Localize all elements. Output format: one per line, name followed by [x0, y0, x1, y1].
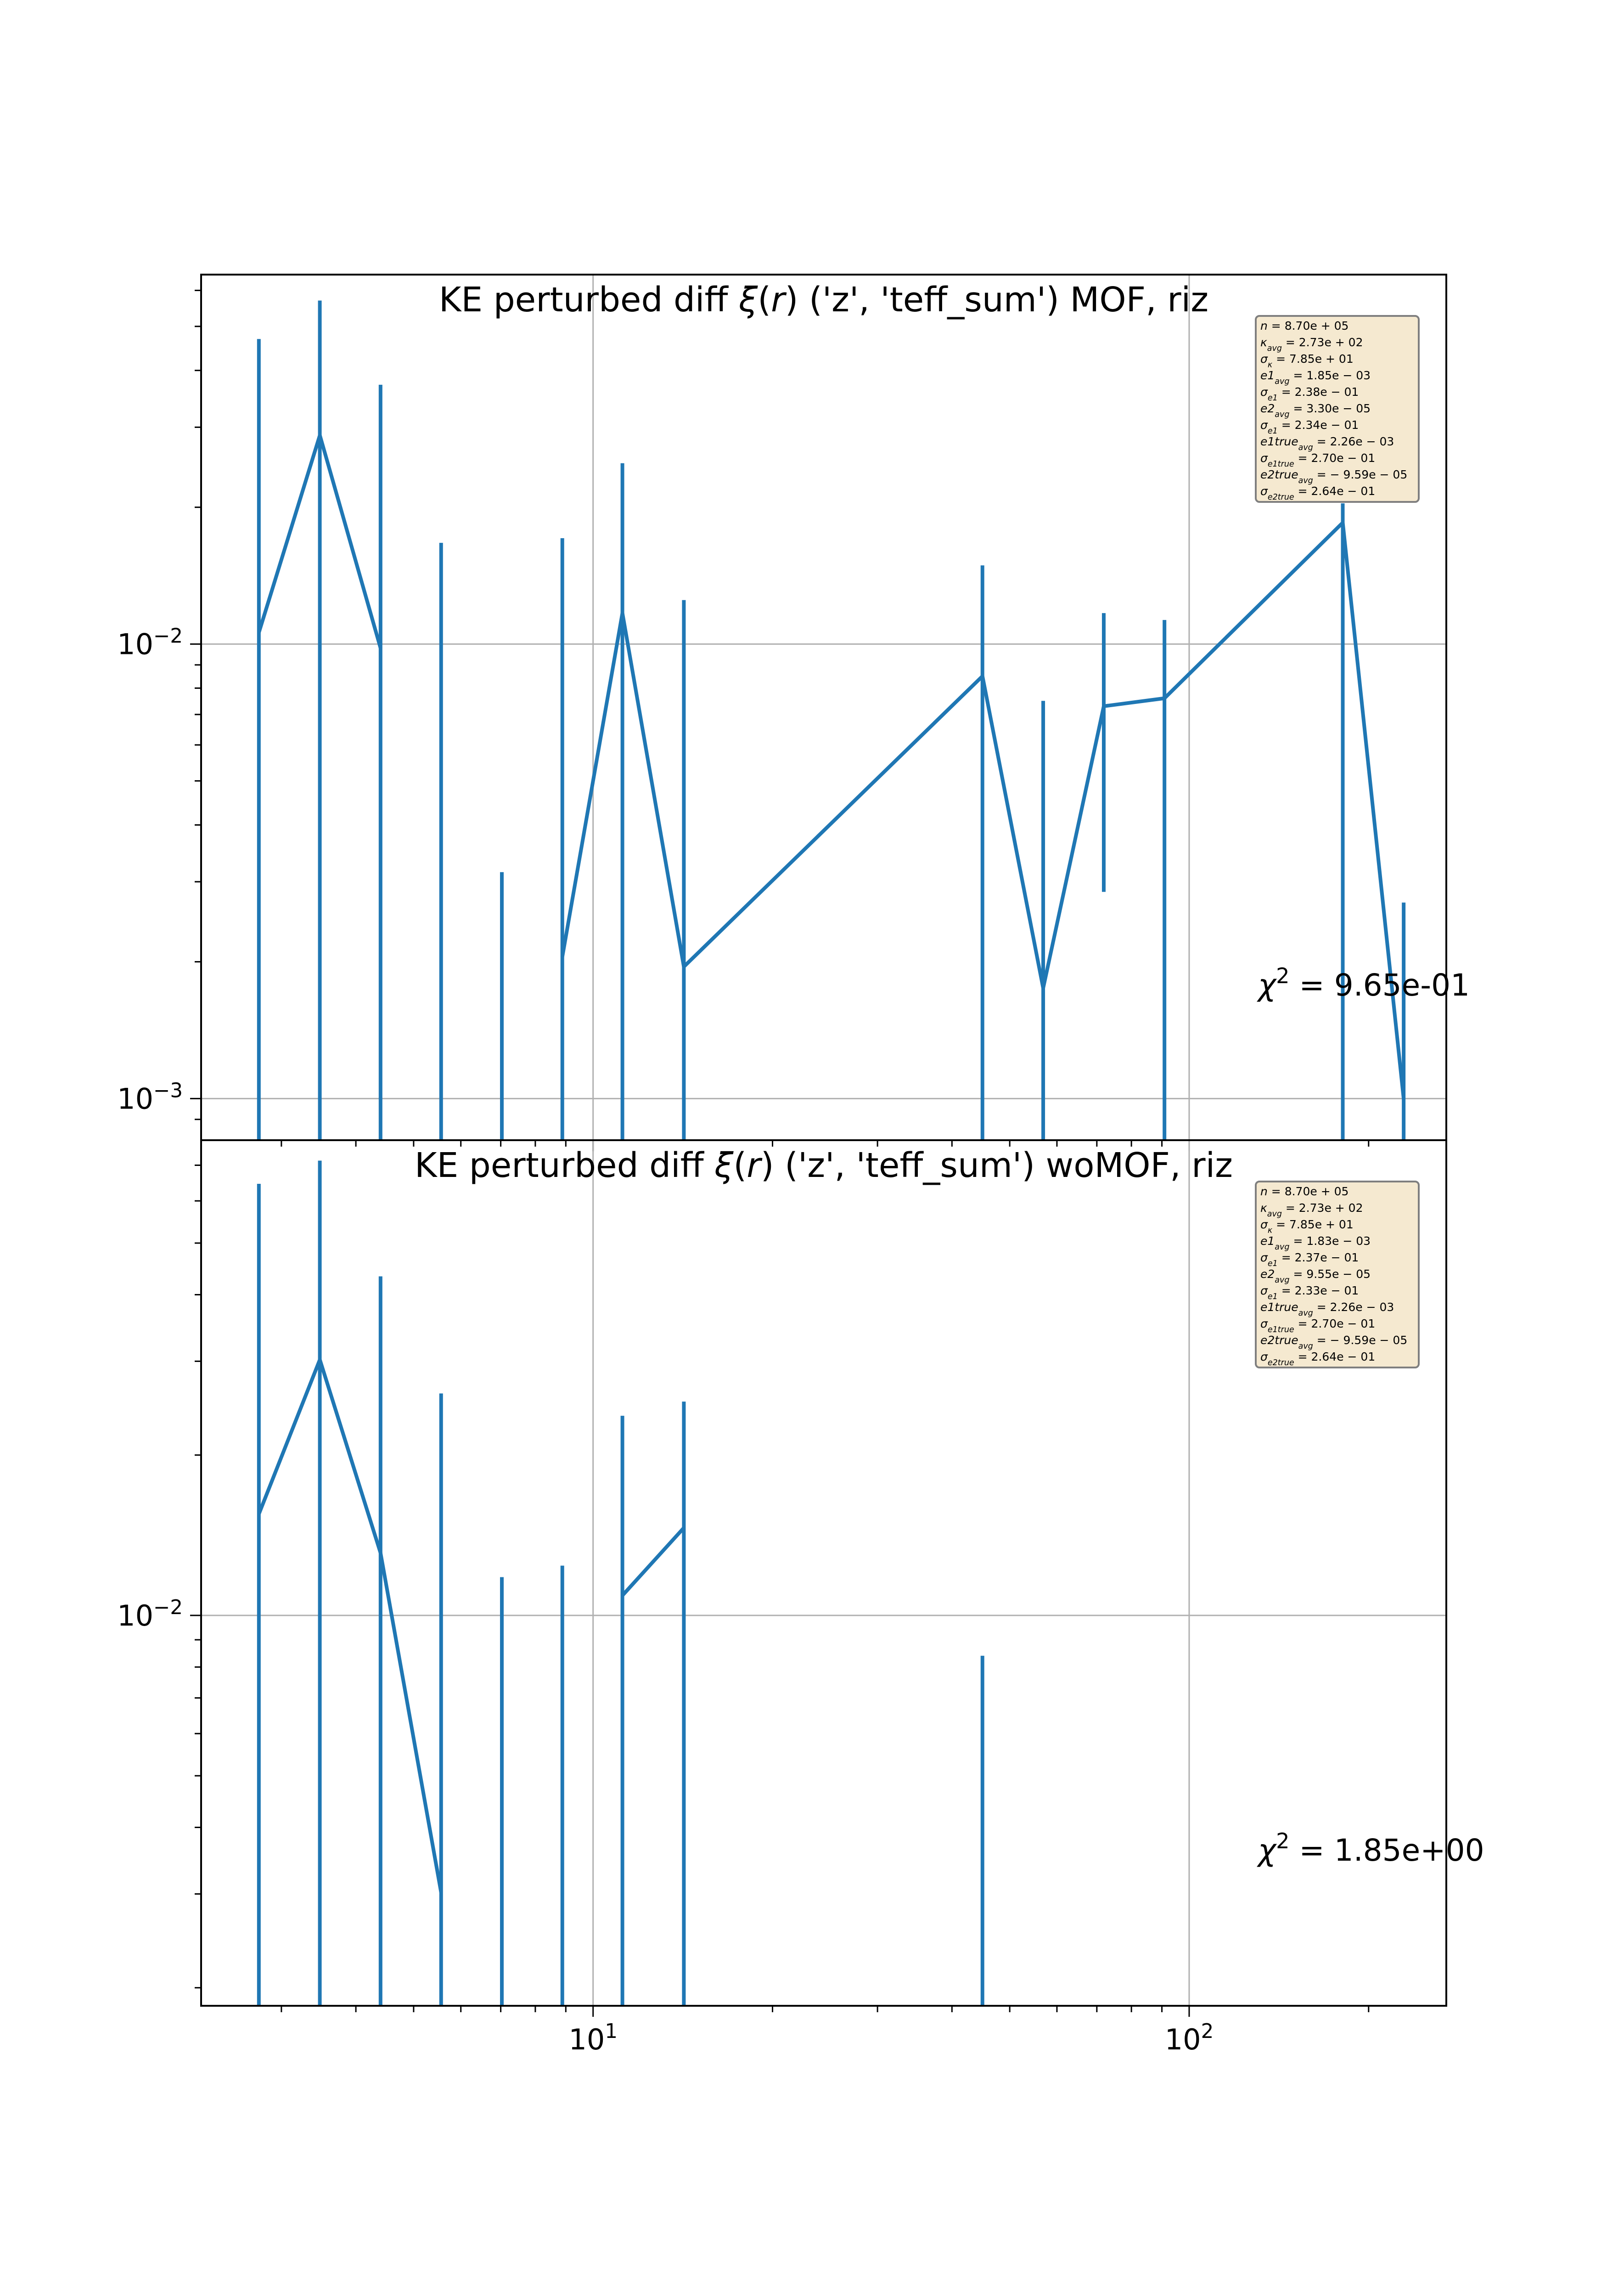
stats-line: σe1 = 2.37e − 01	[1260, 1251, 1359, 1268]
y-ticks	[190, 289, 201, 1120]
stats-line: σe1 = 2.38e − 01	[1260, 385, 1359, 403]
series-line	[621, 1526, 686, 1597]
stats-line: σe1 = 2.33e − 01	[1260, 1284, 1359, 1301]
stats-line: σe2true = 2.64e − 01	[1260, 484, 1375, 502]
chart-title: KE perturbed diff ξ(r) ('z', 'teff_sum')…	[439, 280, 1208, 320]
stats-box	[1255, 315, 1420, 503]
series-line	[257, 1358, 443, 1893]
stats-line: e2avg = 9.55e − 05	[1260, 1267, 1371, 1285]
stats-line: e1avg = 1.83e − 03	[1260, 1234, 1371, 1252]
axes-frame	[200, 1139, 1447, 2007]
x-ticks	[281, 2006, 1370, 2017]
series-group	[257, 300, 1406, 1140]
series-group	[257, 1160, 984, 2006]
stats-line: n = 8.70e + 05	[1260, 1185, 1349, 1198]
x-tick-label: 101	[568, 2020, 618, 2056]
y-tick-label: 10−2	[117, 1596, 183, 1632]
y-tick-label: 10−2	[117, 625, 183, 661]
x-tick-label: 102	[1165, 2020, 1214, 2056]
grid	[201, 275, 1446, 1140]
stats-line: σκ = 7.85e + 01	[1260, 1218, 1354, 1235]
chi2-label: χ2 = 9.65e-01	[1257, 963, 1470, 1003]
series-line	[257, 433, 382, 649]
series-line	[560, 521, 1406, 1099]
stats-line: κavg = 2.73e + 02	[1260, 1201, 1363, 1219]
stats-line: e2avg = 3.30e − 05	[1260, 402, 1371, 419]
stats-line: e1avg = 1.85e − 03	[1260, 369, 1371, 386]
stats-line: σκ = 7.85e + 01	[1260, 352, 1354, 370]
panel-1: 10−2 10−3 KE perturbed diff ξ(r) ('z', 'te…	[117, 274, 1470, 1151]
stats-line: σe1 = 2.34e − 01	[1260, 418, 1359, 436]
stats-line: n = 8.70e + 05	[1260, 319, 1349, 332]
stats-line: σe2true = 2.64e − 01	[1260, 1350, 1375, 1367]
y-tick-label: 10−3	[117, 1079, 183, 1115]
stats-line: σe1true = 2.70e − 01	[1260, 1317, 1375, 1334]
stats-line: e1trueavg = 2.26e − 03	[1260, 435, 1394, 452]
stats-line: e2trueavg = − 9.59e − 05	[1260, 468, 1407, 485]
x-ticks	[281, 1140, 1370, 1151]
stats-line: σe1true = 2.70e − 01	[1260, 451, 1375, 469]
chart-title: KE perturbed diff ξ(r) ('z', 'teff_sum')…	[415, 1146, 1233, 1185]
stats-box	[1255, 1181, 1420, 1368]
y-ticks	[190, 1165, 201, 1989]
chi2-label: χ2 = 1.85e+00	[1257, 1829, 1484, 1868]
grid	[201, 1140, 1446, 2006]
stats-line: κavg = 2.73e + 02	[1260, 336, 1363, 353]
panel-2: 10−2 101 102 KE perturbed diff ξ(r) ('z', '…	[117, 1139, 1484, 2056]
stats-line: e1trueavg = 2.26e − 03	[1260, 1300, 1394, 1318]
stats-line: e2trueavg = − 9.59e − 05	[1260, 1334, 1407, 1351]
